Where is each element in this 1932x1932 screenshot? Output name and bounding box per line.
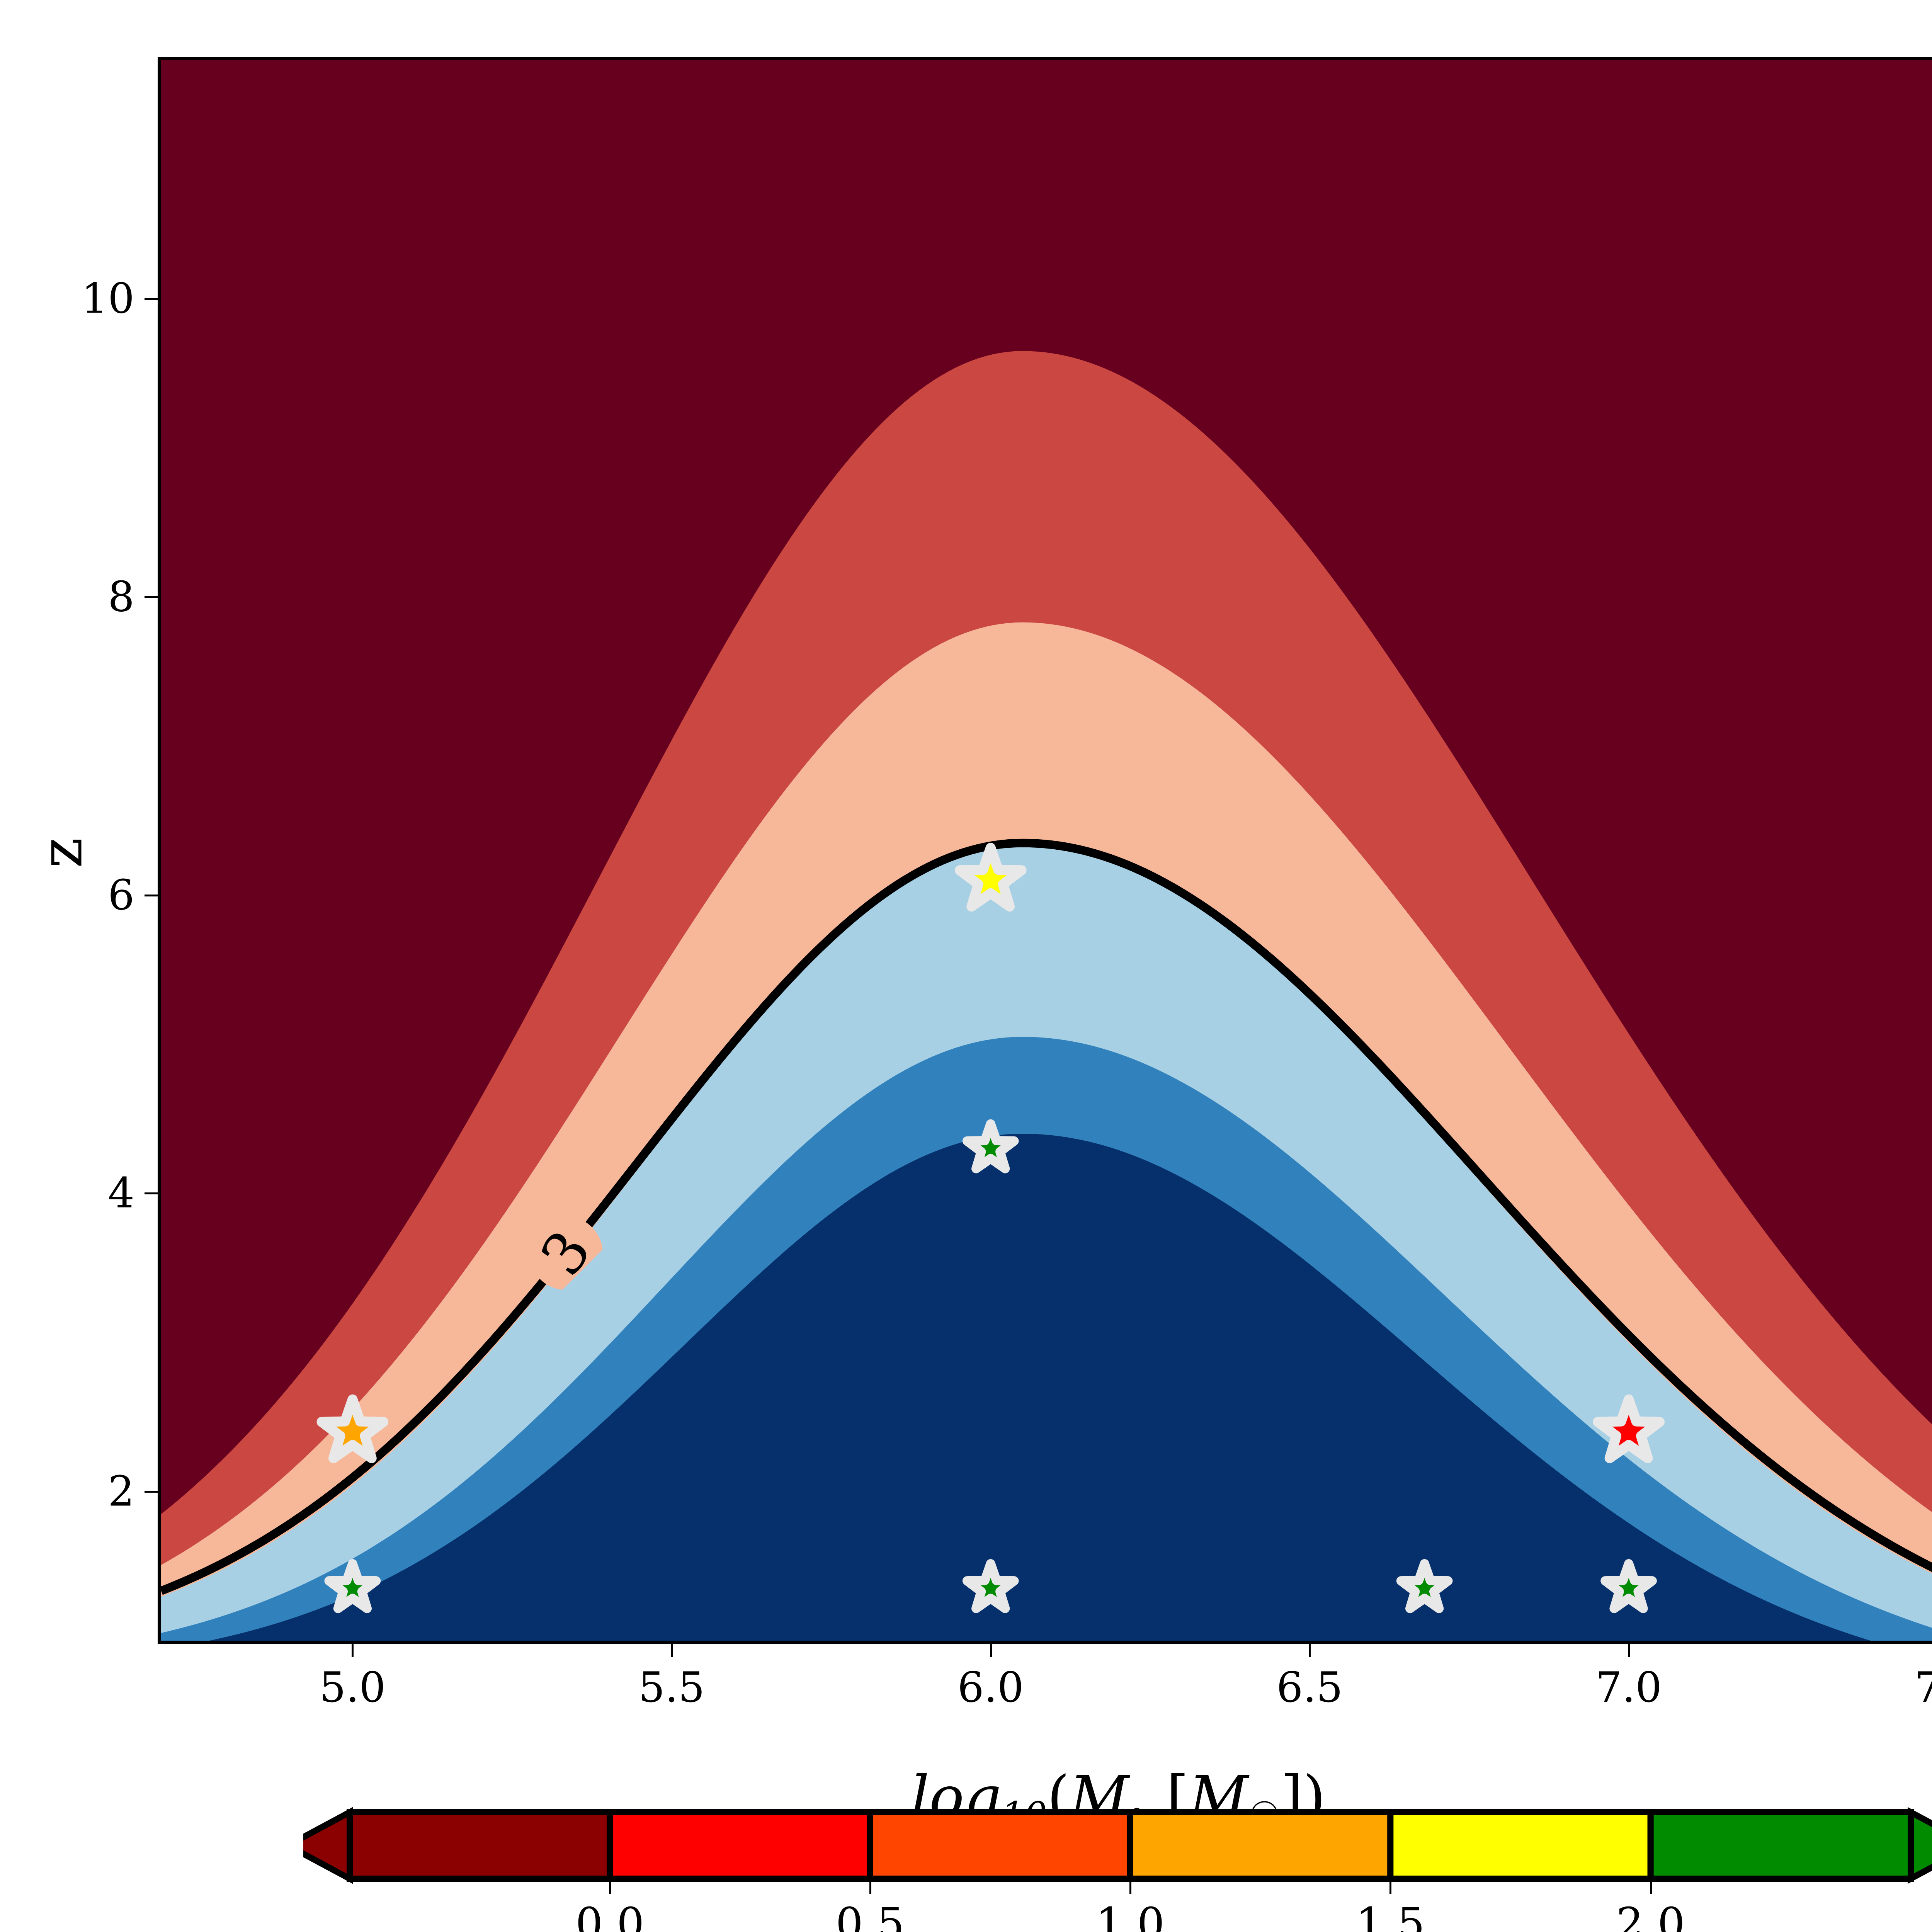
- log10b-tick-label: 2.0: [1616, 1899, 1685, 1932]
- log10b-band-2: [867, 1809, 1133, 1882]
- x-tick-label: 5.0: [319, 1663, 386, 1712]
- y-tick-label: 2: [108, 1467, 134, 1516]
- y-tick-label: 8: [108, 573, 134, 621]
- x-tick-label: 6.5: [1276, 1663, 1343, 1712]
- y-tick-label: 10: [81, 274, 134, 323]
- yellow-star: [954, 843, 1027, 912]
- green-star: [962, 1119, 1019, 1173]
- red-star: [1593, 1394, 1665, 1463]
- x-tick: [1628, 1644, 1630, 1657]
- log10b-extend-right: [1908, 1807, 1932, 1884]
- green-star: [1396, 1559, 1453, 1613]
- y-axis-label-text: z: [28, 837, 95, 868]
- x-tick-label: 7.5: [1914, 1663, 1932, 1712]
- y-tick: [145, 1192, 158, 1195]
- x-tick: [990, 1644, 992, 1657]
- y-tick: [145, 596, 158, 599]
- y-tick: [145, 1491, 158, 1493]
- log10b-tick-label: 0.5: [835, 1899, 905, 1932]
- x-tick-label: 6.0: [957, 1663, 1024, 1712]
- green-star: [962, 1559, 1019, 1613]
- green-star: [1600, 1559, 1657, 1613]
- log10b-tick-label: 0.0: [575, 1899, 645, 1932]
- y-tick-label: 6: [108, 871, 134, 920]
- log10b-tick: [1650, 1879, 1652, 1894]
- y-axis-label: z: [28, 837, 95, 868]
- log10b-tick-label: 1.5: [1356, 1899, 1425, 1932]
- log10b-colorbar-svg: [303, 1807, 1932, 1884]
- x-tick-label: 7.0: [1595, 1663, 1662, 1712]
- y-tick: [145, 298, 158, 300]
- log10b-band-0: [347, 1809, 613, 1882]
- orange-star: [316, 1394, 389, 1463]
- x-tick: [1309, 1644, 1311, 1657]
- log10b-tick: [869, 1879, 871, 1894]
- y-tick-label: 4: [108, 1169, 134, 1218]
- contour-plot-svg: 3: [161, 351, 1932, 1641]
- log10b-band-5: [1647, 1809, 1914, 1882]
- band-gt97: [209, 1134, 1871, 1641]
- contour-label-gap-lower: [562, 1249, 603, 1290]
- green-star: [324, 1559, 381, 1613]
- y-tick: [145, 894, 158, 896]
- log10b-extend-left: [303, 1807, 353, 1884]
- contour-plot-axes: 3: [158, 57, 1932, 1644]
- log10b-tick: [609, 1879, 611, 1894]
- contour-line-3: [161, 838, 1932, 1595]
- log10b-band-3: [1127, 1809, 1394, 1882]
- log10b-tick: [1129, 1879, 1131, 1894]
- log10b-tick-label: 1.0: [1095, 1899, 1165, 1932]
- x-tick: [352, 1644, 354, 1657]
- log10b-band-4: [1387, 1809, 1654, 1882]
- x-tick: [671, 1644, 673, 1657]
- log10b-colorbar: 0.0 0.5 1.0 1.5 2.0: [303, 1807, 1932, 1932]
- log10b-tick: [1389, 1879, 1392, 1894]
- log10b-band-1: [607, 1809, 873, 1882]
- x-tick-label: 5.5: [638, 1663, 705, 1712]
